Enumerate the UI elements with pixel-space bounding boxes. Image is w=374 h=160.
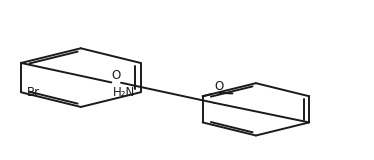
Text: O: O [111,69,121,82]
Text: O: O [215,80,224,93]
Text: H₂N: H₂N [113,86,135,99]
Text: Br: Br [27,86,40,99]
